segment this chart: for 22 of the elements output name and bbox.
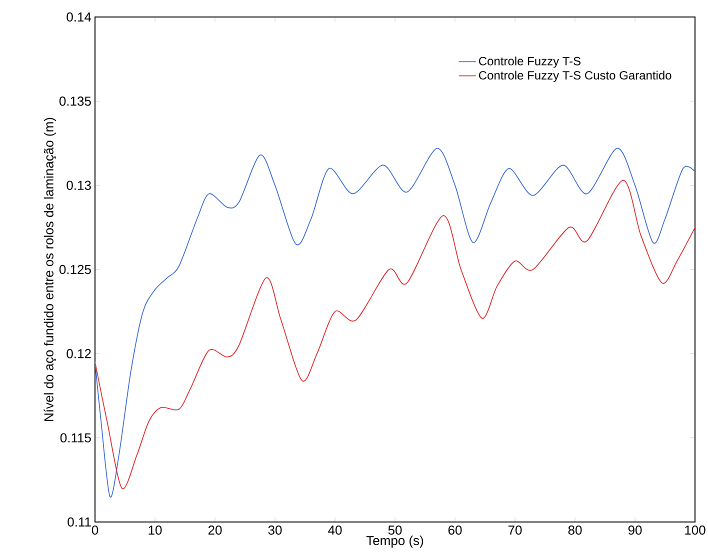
y-tick-label: 0.12 (66, 349, 91, 358)
y-tick-label: 0.11 (68, 517, 91, 527)
x-tick-label: 100 (685, 526, 706, 535)
y-tick-label: 0.14 (66, 12, 92, 22)
y-tick-label: 0.135 (59, 96, 91, 106)
y-tick-label: 0.125 (59, 264, 91, 274)
x-tick-label: 60 (448, 526, 462, 535)
x-axis-title: Tempo (s) (366, 536, 424, 548)
legend-label: Controle Fuzzy T-S Custo Garantido (479, 70, 672, 82)
x-tick-label: 20 (208, 526, 222, 535)
x-tick-label: 30 (268, 526, 282, 535)
x-tick-label: 0 (92, 526, 98, 535)
legend-label: Controle Fuzzy T-S (479, 56, 581, 68)
x-tick-label: 10 (148, 526, 162, 535)
y-tick-label: 0.13 (66, 180, 91, 190)
x-tick-label: 80 (568, 526, 582, 535)
x-tick-label: 70 (508, 526, 522, 535)
x-tick-label: 50 (388, 526, 402, 535)
x-tick-label: 90 (628, 526, 642, 535)
x-tick-label: 40 (328, 526, 342, 535)
y-axis-title: Nível do aço fundido entre os rolos de laminação (m) (44, 118, 56, 421)
y-tick-label: 0.115 (60, 433, 91, 442)
